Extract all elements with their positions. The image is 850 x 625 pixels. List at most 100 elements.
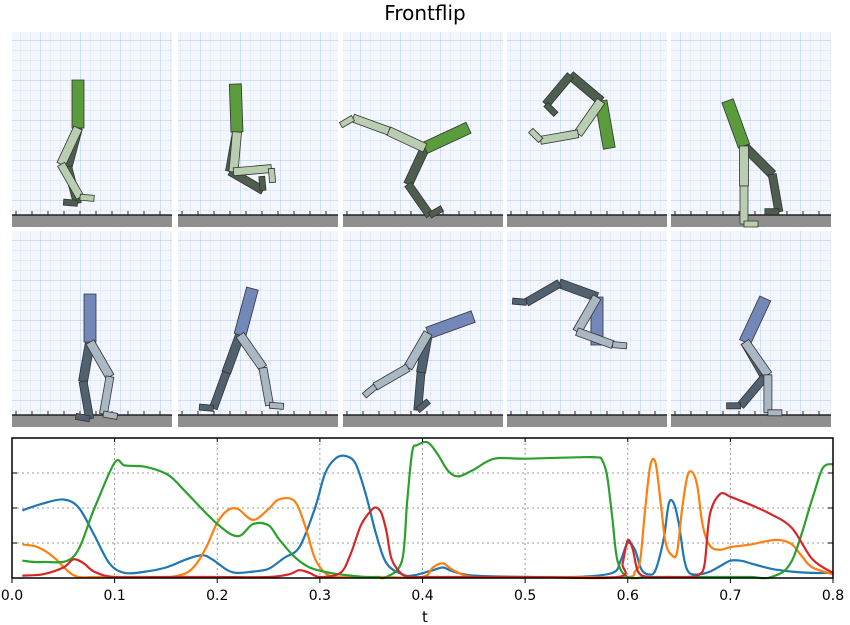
x-tick-label: 0.6 (617, 588, 639, 604)
panel-grid-major (178, 32, 338, 227)
near-foot (743, 220, 759, 228)
panel-grid-major (178, 231, 338, 427)
near-foot (361, 383, 378, 399)
torso (739, 295, 772, 346)
near-thigh (739, 145, 749, 187)
walker-green (225, 83, 277, 195)
ground (507, 415, 667, 427)
near-thigh (85, 339, 115, 380)
far-shin (767, 173, 784, 213)
near-thigh (403, 330, 433, 371)
frame-panel (12, 32, 172, 227)
far-foot (258, 175, 267, 192)
frame-panel (343, 231, 503, 427)
ground (507, 215, 667, 227)
far-foot (511, 297, 528, 306)
frame-panel (507, 32, 667, 227)
near-foot (767, 409, 783, 417)
far-shin (209, 370, 231, 411)
near-thigh (573, 97, 606, 137)
far-foot (726, 402, 741, 410)
frame-panel (338, 32, 503, 227)
walker-blue (511, 278, 628, 350)
ground (343, 415, 503, 427)
animation-frames (12, 32, 831, 427)
ground (178, 215, 338, 227)
walker-green (721, 98, 784, 228)
near-shin (372, 363, 411, 391)
far-foot (62, 198, 79, 207)
near-foot (267, 167, 277, 184)
x-tick-label: 0.2 (206, 588, 228, 604)
torso (233, 286, 259, 338)
joint-torque-plot: 0.0 0.1 0.2 0.3 0.4 0.5 0.6 0.7 0.8 t (1, 437, 844, 625)
near-foot (528, 127, 544, 144)
figure-title: Frontflip (384, 1, 466, 25)
near-shin (763, 374, 773, 414)
torso (425, 310, 476, 340)
near-foot (102, 410, 119, 420)
near-shin (232, 164, 273, 177)
near-foot (79, 193, 95, 202)
ground (12, 415, 172, 427)
torso (228, 83, 244, 133)
far-foot (415, 398, 431, 414)
frame-panel (507, 231, 667, 427)
panel-grid-major (507, 231, 667, 427)
near-shin (575, 327, 615, 349)
far-foot (543, 101, 559, 117)
near-thigh (386, 126, 428, 153)
walker-blue (198, 286, 285, 412)
x-tick-label: 0.0 (1, 588, 23, 604)
near-shin (539, 129, 580, 145)
x-tick-label: 0.1 (103, 588, 125, 604)
x-tick-label: 0.3 (309, 588, 331, 604)
far-foot (764, 208, 780, 216)
ground (12, 215, 172, 227)
panel-grid-major (12, 32, 172, 227)
plot-series (21, 440, 834, 580)
series-line-1 (21, 454, 834, 579)
plot-ticks: 0.0 0.1 0.2 0.3 0.4 0.5 0.6 0.7 0.8 (1, 438, 844, 604)
near-thigh (740, 338, 773, 378)
x-tick-label: 0.5 (514, 588, 536, 604)
x-tick-label: 0.8 (822, 588, 844, 604)
frame-panel (671, 231, 831, 427)
x-tick-label: 0.7 (719, 588, 741, 604)
ground (178, 415, 338, 427)
torso (71, 79, 85, 129)
frame-panel (178, 231, 338, 427)
near-foot (268, 401, 285, 410)
x-tick-label: 0.4 (411, 588, 433, 604)
far-foot (198, 403, 215, 412)
walker-blue (726, 295, 783, 417)
frame-panel (671, 32, 831, 228)
x-axis-label: t (422, 608, 428, 625)
series-line-4 (22, 491, 834, 580)
walker-green (338, 113, 472, 219)
near-shin (739, 185, 749, 225)
walker-blue (361, 310, 476, 414)
series-line-2 (22, 457, 834, 579)
far-foot (74, 412, 91, 423)
panel-grid-major (671, 32, 831, 227)
ground (343, 215, 503, 227)
ground (671, 415, 831, 427)
walker-blue (74, 293, 119, 423)
far-shin (523, 279, 562, 307)
far-shin (78, 380, 95, 420)
far-foot (427, 205, 445, 219)
near-foot (338, 114, 356, 129)
torso (594, 99, 616, 150)
panel-grid-major (507, 32, 667, 227)
walker-green (56, 79, 95, 207)
frame-panel (12, 231, 172, 427)
near-thigh (235, 331, 268, 371)
panel-grid-major (343, 32, 503, 227)
frame-panel (178, 32, 338, 227)
torso (83, 293, 97, 343)
near-foot (611, 341, 628, 350)
walker-green (528, 71, 616, 150)
plot-grid (12, 438, 833, 578)
